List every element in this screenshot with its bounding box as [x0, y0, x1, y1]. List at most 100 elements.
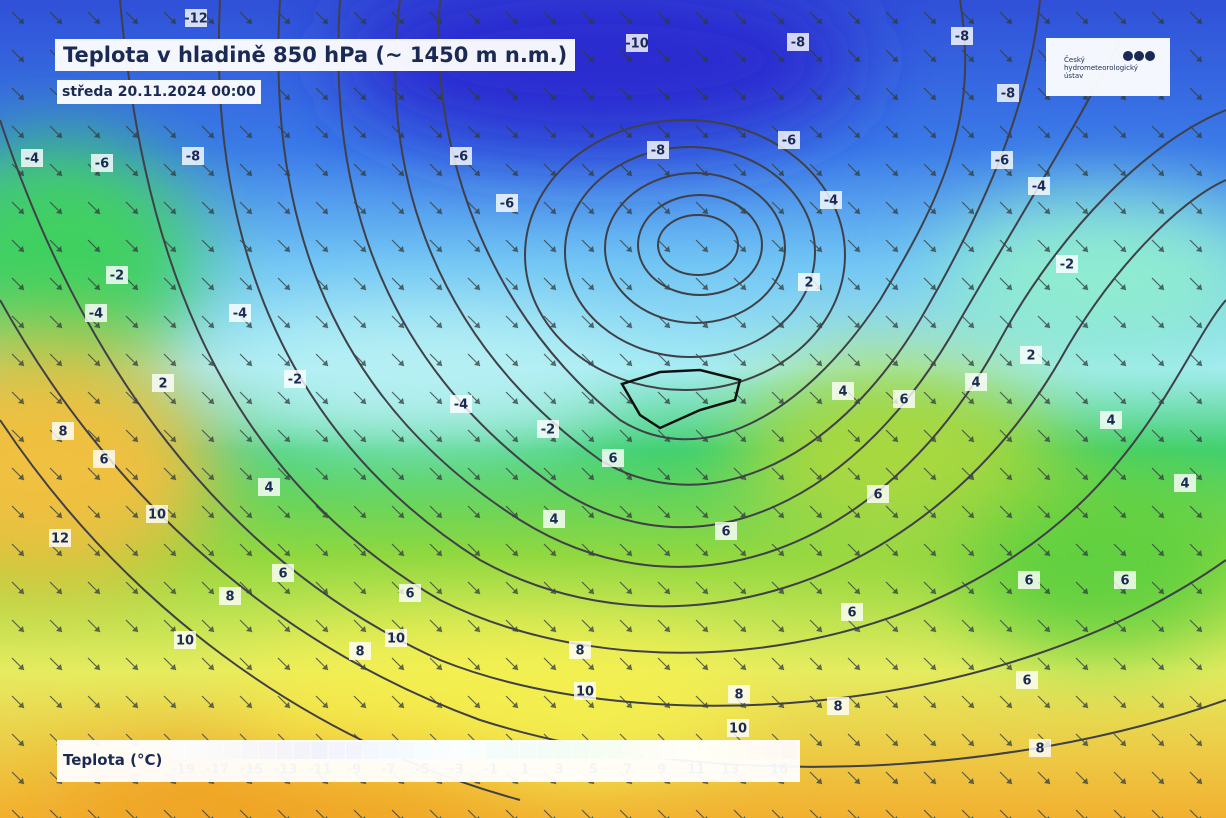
map-label: -8 — [651, 144, 665, 159]
map-label-box — [602, 449, 624, 467]
map-label-box — [93, 450, 115, 468]
legend-title: Teplota (°C) — [63, 751, 163, 769]
map-label-box — [219, 587, 241, 605]
logo-text: Český hydrometeorologický ústav — [1064, 56, 1138, 80]
map-label-box — [258, 478, 280, 496]
legend: Teplota (°C) — [57, 740, 800, 782]
map-label: -10 — [625, 37, 649, 52]
map-label-box — [21, 149, 43, 167]
map-label-box — [647, 141, 669, 159]
map-label-box — [841, 603, 863, 621]
map-label-box — [1020, 346, 1042, 364]
map-label: 10 — [729, 722, 747, 737]
map-label-box — [778, 131, 800, 149]
map-label-box — [272, 564, 294, 582]
map-label: 2 — [158, 377, 167, 392]
map-label-box — [85, 304, 107, 322]
map-label: -2 — [110, 269, 124, 284]
map-label: -6 — [500, 197, 514, 212]
map-label-box — [574, 682, 596, 700]
map-label: 2 — [804, 276, 813, 291]
map-label: -8 — [186, 150, 200, 165]
map-label-box — [52, 422, 74, 440]
map-label-box — [91, 154, 113, 172]
map-label-box — [798, 273, 820, 291]
map-label-box — [1100, 411, 1122, 429]
map-label: -8 — [955, 30, 969, 45]
map-label-box — [182, 147, 204, 165]
map-label-box — [832, 382, 854, 400]
map-label: 8 — [225, 590, 234, 605]
map-label-box — [385, 629, 407, 647]
map-label: 8 — [833, 700, 842, 715]
map-label: 10 — [576, 685, 594, 700]
map-label-box — [1016, 671, 1038, 689]
map-label-box — [867, 485, 889, 503]
map-label-box — [537, 420, 559, 438]
logo-line: hydrometeorologický — [1064, 64, 1138, 72]
map-label: -4 — [25, 152, 39, 167]
map-label: 6 — [721, 525, 730, 540]
map-label: -4 — [454, 398, 468, 413]
map-label-box — [787, 33, 809, 51]
map-label: 6 — [99, 453, 108, 468]
map-label-box — [951, 27, 973, 45]
map-label: -6 — [95, 157, 109, 172]
map-date: středa 20.11.2024 00:00 — [57, 80, 261, 104]
map-label-box — [1029, 739, 1051, 757]
logo-icon — [1123, 51, 1155, 61]
map-label: 12 — [51, 532, 69, 547]
map-label: 8 — [1035, 742, 1044, 757]
map-label-box — [450, 395, 472, 413]
map-label-box — [146, 505, 168, 523]
map-label: 6 — [873, 488, 882, 503]
map-label: -8 — [791, 36, 805, 51]
logo-line: Český — [1064, 56, 1085, 64]
map-label-box — [1174, 474, 1196, 492]
map-label: 6 — [405, 587, 414, 602]
map-label-box — [569, 641, 591, 659]
map-label-box — [185, 9, 207, 27]
map-label: -2 — [1060, 258, 1074, 273]
map-label-box — [893, 390, 915, 408]
map-label: 4 — [1106, 414, 1115, 429]
map-label: 10 — [148, 508, 166, 523]
map-label: 4 — [971, 376, 980, 391]
map-label: -8 — [1001, 87, 1015, 102]
map-label: 4 — [264, 481, 273, 496]
map-label: 8 — [58, 425, 67, 440]
map-label-box — [152, 374, 174, 392]
map-label-box — [284, 370, 306, 388]
map-label: 6 — [847, 606, 856, 621]
logo: Český hydrometeorologický ústav — [1046, 38, 1170, 96]
map-label-box — [820, 191, 842, 209]
map-label-box — [450, 147, 472, 165]
map-label-box — [1028, 177, 1050, 195]
map-label: 4 — [1180, 477, 1189, 492]
map-label: -4 — [824, 194, 838, 209]
map-label: -4 — [89, 307, 103, 322]
map-label: -2 — [288, 373, 302, 388]
map-label: -6 — [782, 134, 796, 149]
map-title: Teplota v hladině 850 hPa (~ 1450 m n.m.… — [55, 39, 576, 71]
map-label: 4 — [549, 513, 558, 528]
map-label-box — [1114, 571, 1136, 589]
map-label-box — [174, 631, 196, 649]
map-label: 8 — [355, 645, 364, 660]
map-label: 4 — [838, 385, 847, 400]
map-label: 6 — [278, 567, 287, 582]
map-label: 10 — [176, 634, 194, 649]
map-label-box — [1018, 571, 1040, 589]
map-label: 6 — [608, 452, 617, 467]
map-label-box — [349, 642, 371, 660]
map-label: 10 — [387, 632, 405, 647]
map-label: -2 — [541, 423, 555, 438]
map-label-box — [49, 529, 71, 547]
logo-line: ústav — [1064, 72, 1084, 80]
map-label-box — [827, 697, 849, 715]
map-label-box — [997, 84, 1019, 102]
map-label: 8 — [575, 644, 584, 659]
map-label-box — [496, 194, 518, 212]
map-label: 6 — [1022, 674, 1031, 689]
